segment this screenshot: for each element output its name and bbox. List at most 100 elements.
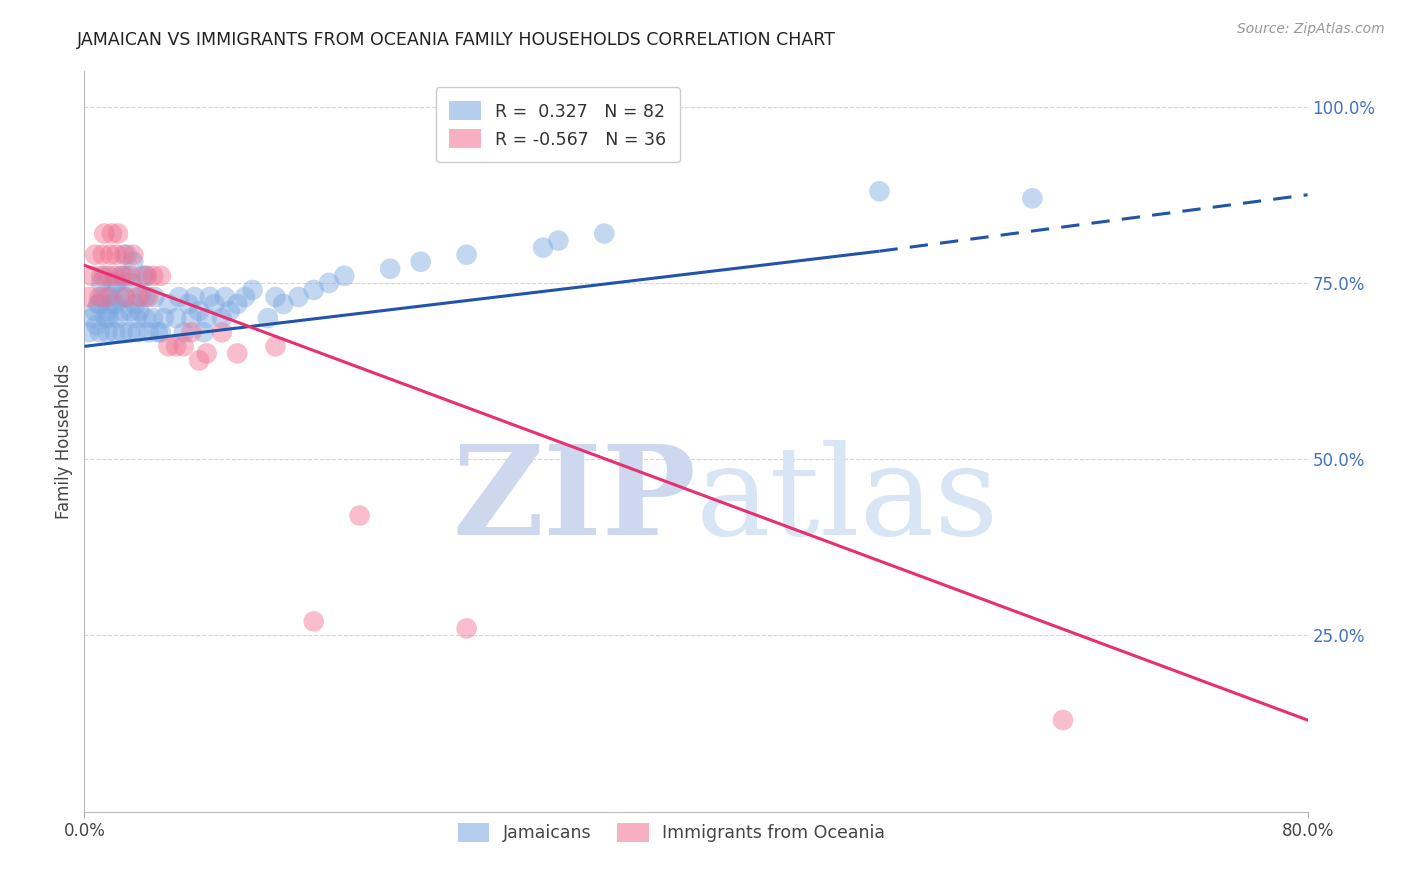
Point: [105, 276, 128, 290]
Point: [94, 311, 117, 326]
Point: [138, 325, 160, 339]
Point: [128, 304, 150, 318]
Point: [226, 346, 249, 360]
Point: [87, 297, 110, 311]
Point: [96, 304, 118, 318]
Point: [115, 248, 138, 262]
Point: [233, 290, 256, 304]
Point: [218, 304, 240, 318]
Point: [138, 290, 160, 304]
Text: ZIP: ZIP: [453, 441, 696, 561]
Point: [1021, 191, 1043, 205]
Point: [333, 268, 356, 283]
Point: [112, 248, 135, 262]
Point: [111, 304, 134, 318]
Point: [456, 248, 478, 262]
Point: [93, 268, 115, 283]
Point: [89, 297, 111, 311]
Point: [287, 290, 309, 304]
Point: [157, 297, 180, 311]
Point: [198, 290, 221, 304]
Point: [135, 290, 157, 304]
Point: [211, 311, 233, 326]
Point: [188, 304, 211, 318]
Point: [547, 234, 569, 248]
Point: [125, 311, 148, 326]
Point: [104, 297, 127, 311]
Point: [108, 290, 131, 304]
Point: [302, 283, 325, 297]
Point: [91, 290, 114, 304]
Text: JAMAICAN VS IMMIGRANTS FROM OCEANIA FAMILY HOUSEHOLDS CORRELATION CHART: JAMAICAN VS IMMIGRANTS FROM OCEANIA FAMI…: [77, 31, 837, 49]
Point: [112, 290, 135, 304]
Point: [593, 227, 616, 241]
Point: [409, 254, 432, 268]
Point: [80, 311, 103, 326]
Point: [77, 325, 100, 339]
Point: [167, 290, 190, 304]
Point: [93, 227, 115, 241]
Point: [90, 268, 112, 283]
Legend: Jamaicans, Immigrants from Oceania: Jamaicans, Immigrants from Oceania: [449, 814, 894, 851]
Point: [97, 311, 120, 326]
Point: [127, 290, 149, 304]
Point: [173, 325, 195, 339]
Point: [180, 311, 202, 326]
Point: [84, 304, 107, 318]
Point: [114, 290, 136, 304]
Point: [86, 318, 108, 333]
Point: [193, 325, 215, 339]
Text: Source: ZipAtlas.com: Source: ZipAtlas.com: [1237, 22, 1385, 37]
Point: [98, 290, 121, 304]
Point: [173, 339, 195, 353]
Point: [110, 268, 132, 283]
Point: [127, 325, 149, 339]
Point: [380, 261, 402, 276]
Point: [111, 325, 134, 339]
Point: [531, 241, 554, 255]
Point: [146, 325, 169, 339]
Point: [153, 311, 176, 326]
Point: [188, 353, 211, 368]
Point: [98, 248, 121, 262]
Point: [149, 268, 172, 283]
Point: [96, 290, 118, 304]
Point: [96, 325, 118, 339]
Point: [226, 297, 249, 311]
Point: [114, 268, 136, 283]
Point: [211, 325, 233, 339]
Point: [122, 248, 145, 262]
Point: [97, 268, 120, 283]
Point: [869, 184, 891, 198]
Point: [135, 268, 157, 283]
Point: [121, 276, 143, 290]
Point: [105, 248, 128, 262]
Point: [202, 297, 225, 311]
Point: [77, 290, 100, 304]
Point: [89, 290, 111, 304]
Point: [349, 508, 371, 523]
Text: atlas: atlas: [696, 441, 1000, 561]
Point: [124, 297, 146, 311]
Point: [90, 276, 112, 290]
Point: [107, 311, 129, 326]
Point: [143, 290, 166, 304]
Point: [101, 227, 124, 241]
Point: [257, 311, 280, 326]
Point: [120, 325, 142, 339]
Point: [89, 325, 111, 339]
Point: [149, 325, 172, 339]
Point: [264, 339, 287, 353]
Point: [180, 325, 202, 339]
Point: [120, 304, 142, 318]
Point: [104, 325, 127, 339]
Point: [242, 283, 264, 297]
Point: [120, 268, 142, 283]
Point: [165, 339, 187, 353]
Point: [195, 311, 218, 326]
Point: [129, 290, 152, 304]
Point: [157, 339, 180, 353]
Point: [135, 311, 157, 326]
Point: [264, 290, 287, 304]
Point: [107, 227, 129, 241]
